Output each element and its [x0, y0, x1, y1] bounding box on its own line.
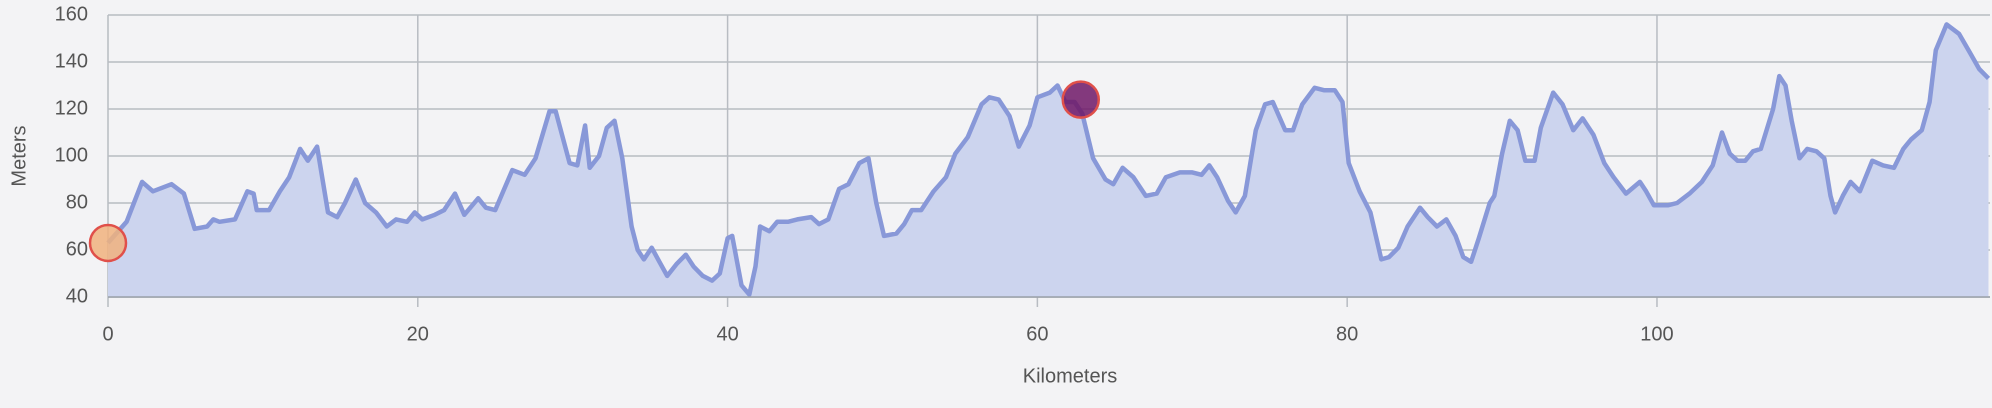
y-tick-label: 120	[55, 97, 88, 119]
y-tick-label: 80	[66, 191, 88, 213]
x-tick-label: 100	[1640, 323, 1673, 345]
x-tick-label: 20	[407, 323, 429, 345]
area-fill	[108, 24, 1989, 298]
y-tick-label: 60	[66, 238, 88, 260]
y-tick-label: 160	[55, 3, 88, 25]
marker	[88, 223, 128, 263]
x-tick-label: 80	[1336, 323, 1358, 345]
x-axis-label: Kilometers	[1023, 365, 1117, 387]
x-tick-label: 40	[716, 323, 738, 345]
y-axis-label: Meters	[8, 125, 30, 186]
x-tick-label: 60	[1026, 323, 1048, 345]
y-tick-label: 140	[55, 50, 88, 72]
y-tick-label: 40	[66, 285, 88, 307]
y-tick-label: 100	[55, 144, 88, 166]
marker	[1061, 80, 1101, 119]
x-tick-label: 0	[102, 323, 113, 345]
